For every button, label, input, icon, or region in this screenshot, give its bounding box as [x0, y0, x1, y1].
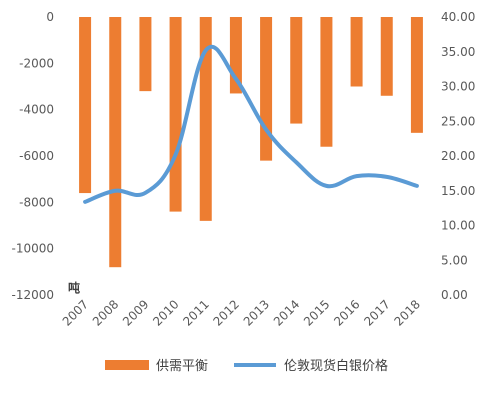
right-axis-ticks: 40.00 35.00 30.00 25.00 20.00 15.00 10.00 5.00 0… — [441, 10, 475, 302]
line-series-silver-price — [83, 44, 419, 204]
bar — [169, 17, 182, 212]
x-axis-tick-label: 2008 — [90, 297, 121, 328]
bar-series-supply-demand — [79, 17, 423, 268]
x-axis-tick-label: 2007 — [60, 297, 91, 328]
bar — [109, 17, 122, 268]
left-axis-tick-label: -12000 — [11, 288, 54, 302]
legend-swatch-supply-demand — [105, 360, 149, 370]
bar — [139, 17, 152, 92]
left-axis-tick-label: -6000 — [19, 149, 54, 163]
x-axis-ticks: 2007200820092010201120122013201420152016… — [60, 297, 423, 328]
bar — [260, 17, 273, 161]
left-axis-tick-label: 0 — [46, 10, 54, 24]
x-axis-tick-label: 2016 — [331, 297, 362, 328]
bar — [79, 17, 92, 194]
line-path — [83, 44, 419, 204]
right-axis-tick-label: 5.00 — [441, 253, 468, 267]
left-axis-tick-label: -2000 — [19, 56, 54, 70]
bar — [350, 17, 363, 87]
x-axis-tick-label: 2017 — [361, 297, 392, 328]
x-axis-tick-label: 2015 — [301, 297, 332, 328]
left-axis-tick-label: -4000 — [19, 103, 54, 117]
x-axis-tick-label: 2018 — [392, 297, 423, 328]
bar — [380, 17, 393, 96]
right-axis-tick-label: 0.00 — [441, 288, 468, 302]
legend-label-silver-price: 伦敦现货白银价格 — [284, 358, 388, 374]
right-axis-tick-label: 25.00 — [441, 114, 475, 128]
bar — [290, 17, 303, 124]
bar — [410, 17, 423, 133]
x-axis-tick-label: 2010 — [150, 297, 181, 328]
left-axis-tick-label: -8000 — [19, 195, 54, 209]
bar — [199, 17, 212, 221]
left-axis-ticks: 0 -2000 -4000 -6000 -8000 -10000 -12000 — [11, 10, 54, 302]
x-axis-tick-label: 2014 — [271, 297, 302, 328]
x-axis-tick-label: 2013 — [241, 297, 272, 328]
x-axis-tick-label: 2012 — [211, 297, 242, 328]
bar — [320, 17, 333, 147]
x-axis-tick-label: 2011 — [180, 297, 211, 328]
left-axis-tick-label: -10000 — [11, 242, 54, 256]
right-axis-tick-label: 40.00 — [441, 10, 475, 24]
x-axis-tick-label: 2009 — [120, 297, 151, 328]
right-axis-tick-label: 10.00 — [441, 219, 475, 233]
right-axis-tick-label: 15.00 — [441, 184, 475, 198]
right-axis-tick-label: 30.00 — [441, 80, 475, 94]
right-axis-tick-label: 20.00 — [441, 149, 475, 163]
legend-label-supply-demand: 供需平衡 — [156, 359, 208, 374]
legend: 供需平衡 伦敦现货白银价格 — [105, 358, 388, 374]
left-axis-unit-label: 吨 — [68, 280, 80, 295]
right-axis-tick-label: 35.00 — [441, 45, 475, 59]
